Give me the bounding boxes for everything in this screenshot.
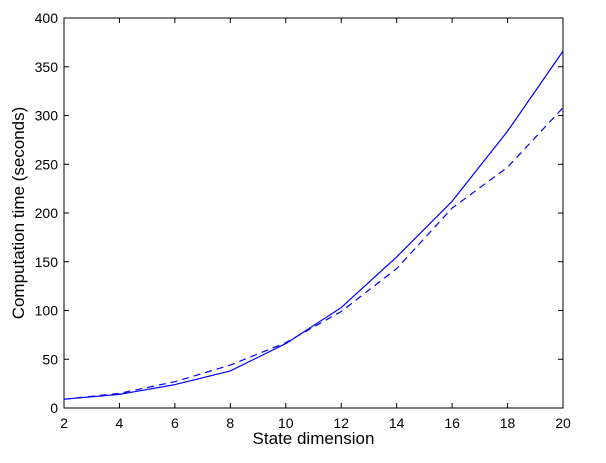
- x-tick-label: 8: [226, 415, 234, 431]
- x-axis-label: State dimension: [253, 429, 375, 448]
- x-tick-label: 6: [171, 415, 179, 431]
- x-tick-label: 10: [278, 415, 294, 431]
- y-tick-label: 200: [35, 205, 59, 221]
- y-tick-label: 0: [50, 400, 58, 416]
- series-line-2-dashed: [63, 107, 564, 400]
- x-tick-label: 14: [389, 415, 405, 431]
- x-tick-label: 12: [333, 415, 349, 431]
- y-tick-label: 50: [42, 351, 58, 367]
- series-line-1-solid: [63, 50, 564, 400]
- y-axis: 0 50 100 150 200 250 300 350 400: [35, 10, 563, 416]
- y-tick-label: 400: [35, 10, 59, 26]
- y-tick-label: 350: [35, 59, 59, 75]
- y-axis-label: Computation time (seconds): [9, 107, 28, 320]
- x-tick-label: 4: [116, 415, 124, 431]
- x-tick-label: 2: [60, 415, 68, 431]
- plot-frame: [63, 17, 564, 409]
- y-tick-label: 100: [35, 303, 59, 319]
- x-tick-label: 16: [444, 415, 460, 431]
- y-tick-label: 250: [35, 156, 59, 172]
- series-layer: [63, 50, 564, 400]
- x-tick-label: 20: [555, 415, 571, 431]
- y-tick-label: 150: [35, 254, 59, 270]
- y-tick-label: 300: [35, 108, 59, 124]
- x-tick-label: 18: [500, 415, 516, 431]
- x-axis: 2 4 6 8 10 12 14 16 18 20: [60, 18, 571, 431]
